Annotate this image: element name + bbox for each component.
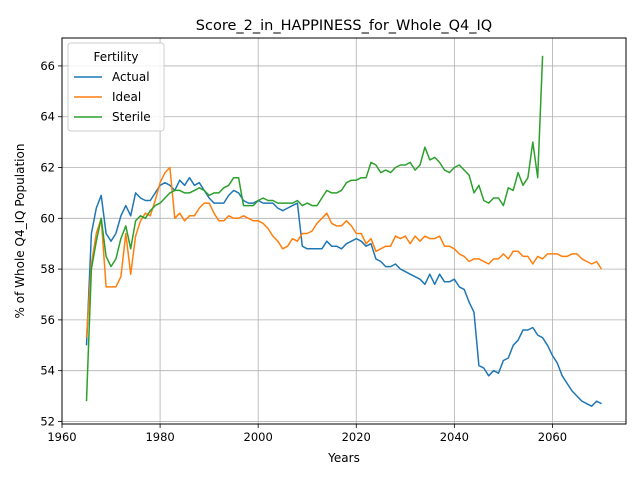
y-tick-label: 58 <box>40 262 55 276</box>
legend-label-actual: Actual <box>112 70 150 84</box>
y-tick-label: 64 <box>40 110 55 124</box>
series-line-sterile <box>85 55 544 402</box>
x-tick-label: 2020 <box>342 430 371 444</box>
axis-ticks: 1960 1980 2000 2020 2040 2060 52 54 56 58 60 62 64 66 <box>40 59 567 444</box>
series-lines <box>85 55 603 407</box>
x-tick-label: 1980 <box>145 430 174 444</box>
chart-title: Score_2_in_HAPPINESS_for_Whole_Q4_IQ <box>196 18 492 34</box>
x-tick-label: 2000 <box>244 430 273 444</box>
y-axis-label: % of Whole Q4_IQ Population <box>13 144 27 319</box>
x-tick-label: 2060 <box>538 430 567 444</box>
y-tick-label: 62 <box>40 161 55 175</box>
y-tick-label: 52 <box>40 414 55 428</box>
x-tick-label: 1960 <box>47 430 76 444</box>
y-tick-label: 60 <box>40 211 55 225</box>
y-tick-label: 66 <box>40 59 55 73</box>
legend-title: Fertility <box>93 50 138 64</box>
legend-label-sterile: Sterile <box>112 110 151 124</box>
y-tick-label: 56 <box>40 313 55 327</box>
legend-box <box>67 42 165 132</box>
x-axis-label: Years <box>327 451 360 465</box>
y-tick-label: 54 <box>40 364 55 378</box>
series-line-ideal <box>85 166 603 338</box>
plot-frame <box>61 37 627 425</box>
grid <box>61 38 626 424</box>
x-tick-label: 2040 <box>440 430 469 444</box>
legend: Fertility Actual Ideal Sterile <box>67 42 165 132</box>
legend-label-ideal: Ideal <box>112 90 141 104</box>
